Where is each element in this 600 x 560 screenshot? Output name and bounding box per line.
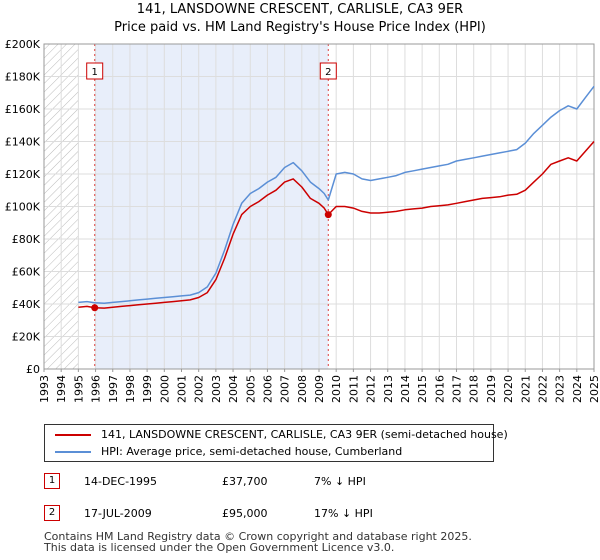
transaction-date: 17-JUL-2009 bbox=[84, 507, 152, 520]
x-tick-label: 2022 bbox=[536, 375, 549, 403]
footer-licence: This data is licensed under the Open Gov… bbox=[44, 541, 395, 554]
x-tick-label: 2023 bbox=[554, 375, 567, 403]
transaction-hpi-diff: 7% ↓ HPI bbox=[314, 475, 366, 488]
legend: 141, LANSDOWNE CRESCENT, CARLISLE, CA3 9… bbox=[44, 424, 508, 462]
x-tick-label: 2004 bbox=[227, 375, 240, 403]
x-tick-label: 2009 bbox=[313, 375, 326, 403]
annotation-box bbox=[86, 62, 104, 80]
annotation-label: 2 bbox=[325, 67, 331, 78]
x-tick-label: 2005 bbox=[244, 375, 257, 403]
x-tick-label: 2001 bbox=[176, 375, 189, 403]
legend-label-hpi: HPI: Average price, semi-detached house,… bbox=[101, 445, 403, 458]
transaction-date: 14-DEC-1995 bbox=[84, 475, 158, 488]
annotation-box bbox=[319, 62, 337, 80]
chart-title: 141, LANSDOWNE CRESCENT, CARLISLE, CA3 9… bbox=[136, 2, 464, 17]
x-tick-label: 2010 bbox=[330, 375, 343, 403]
x-tick-label: 2002 bbox=[193, 375, 206, 403]
x-tick-label: 1998 bbox=[124, 375, 137, 403]
annotation-label: 1 bbox=[92, 67, 98, 78]
transaction-badge: 1 bbox=[44, 473, 60, 489]
y-tick-label: £120K bbox=[5, 168, 41, 181]
x-tick-label: 2015 bbox=[416, 375, 429, 403]
x-tick-label: 2007 bbox=[279, 375, 292, 403]
x-tick-label: 1994 bbox=[55, 375, 68, 403]
price-chart: £0 £20K £40K £60K £80K £100K £120K £140K £160K £1… bbox=[5, 38, 600, 403]
transaction-badge: 2 bbox=[44, 505, 60, 521]
x-tick-label: 2020 bbox=[502, 375, 515, 403]
sale-point bbox=[324, 211, 332, 219]
y-tick-label: £140K bbox=[5, 136, 41, 149]
legend-label-property: 141, LANSDOWNE CRESCENT, CARLISLE, CA3 9… bbox=[101, 428, 508, 441]
y-tick-label: £20K bbox=[12, 331, 41, 344]
x-tick-label: 2014 bbox=[399, 375, 412, 403]
legend-line-hpi bbox=[55, 451, 91, 453]
x-tick-label: 2018 bbox=[468, 375, 481, 403]
y-tick-label: £80K bbox=[12, 233, 41, 246]
transaction-price: £37,700 bbox=[222, 475, 268, 488]
y-tick-label: £180K bbox=[5, 71, 41, 84]
x-tick-label: 2011 bbox=[347, 375, 360, 403]
footer-copyright: Contains HM Land Registry data © Crown c… bbox=[44, 530, 472, 543]
x-tick-label: 2016 bbox=[433, 375, 446, 403]
x-tick-label: 2008 bbox=[296, 375, 309, 403]
transaction-price: £95,000 bbox=[222, 507, 268, 520]
y-tick-label: £200K bbox=[5, 38, 41, 51]
x-tick-label: 2021 bbox=[519, 375, 532, 403]
x-tick-label: 2019 bbox=[485, 375, 498, 403]
chart-subtitle: Price paid vs. HM Land Registry's House … bbox=[114, 20, 486, 35]
y-tick-label: £160K bbox=[5, 103, 41, 116]
x-tick-label: 2000 bbox=[158, 375, 171, 403]
sale-point bbox=[91, 304, 99, 312]
x-tick-label: 2017 bbox=[451, 375, 464, 403]
transaction-row: 1 14-DEC-1995 £37,700 7% ↓ HPI bbox=[44, 471, 564, 493]
x-tick-label: 1997 bbox=[107, 375, 120, 403]
series-line-property bbox=[78, 141, 595, 309]
y-tick-label: £60K bbox=[12, 266, 41, 279]
x-tick-label: 2025 bbox=[588, 375, 600, 403]
y-tick-label: £40K bbox=[12, 298, 41, 311]
x-tick-label: 1999 bbox=[141, 375, 154, 403]
series-line-hpi bbox=[78, 85, 595, 304]
transaction-row: 2 17-JUL-2009 £95,000 17% ↓ HPI bbox=[44, 503, 564, 525]
y-tick-label: £100K bbox=[5, 201, 41, 214]
x-tick-label: 2012 bbox=[365, 375, 378, 403]
x-tick-label: 1996 bbox=[90, 375, 103, 403]
x-tick-label: 2024 bbox=[571, 375, 584, 403]
legend-line-property bbox=[55, 434, 91, 436]
x-tick-label: 2003 bbox=[210, 375, 223, 403]
x-tick-label: 2006 bbox=[261, 375, 274, 403]
x-tick-label: 1993 bbox=[38, 375, 51, 403]
x-tick-label: 2013 bbox=[382, 375, 395, 403]
x-tick-label: 1995 bbox=[72, 375, 85, 403]
transaction-hpi-diff: 17% ↓ HPI bbox=[314, 507, 373, 520]
y-tick-label: £0 bbox=[26, 363, 40, 376]
